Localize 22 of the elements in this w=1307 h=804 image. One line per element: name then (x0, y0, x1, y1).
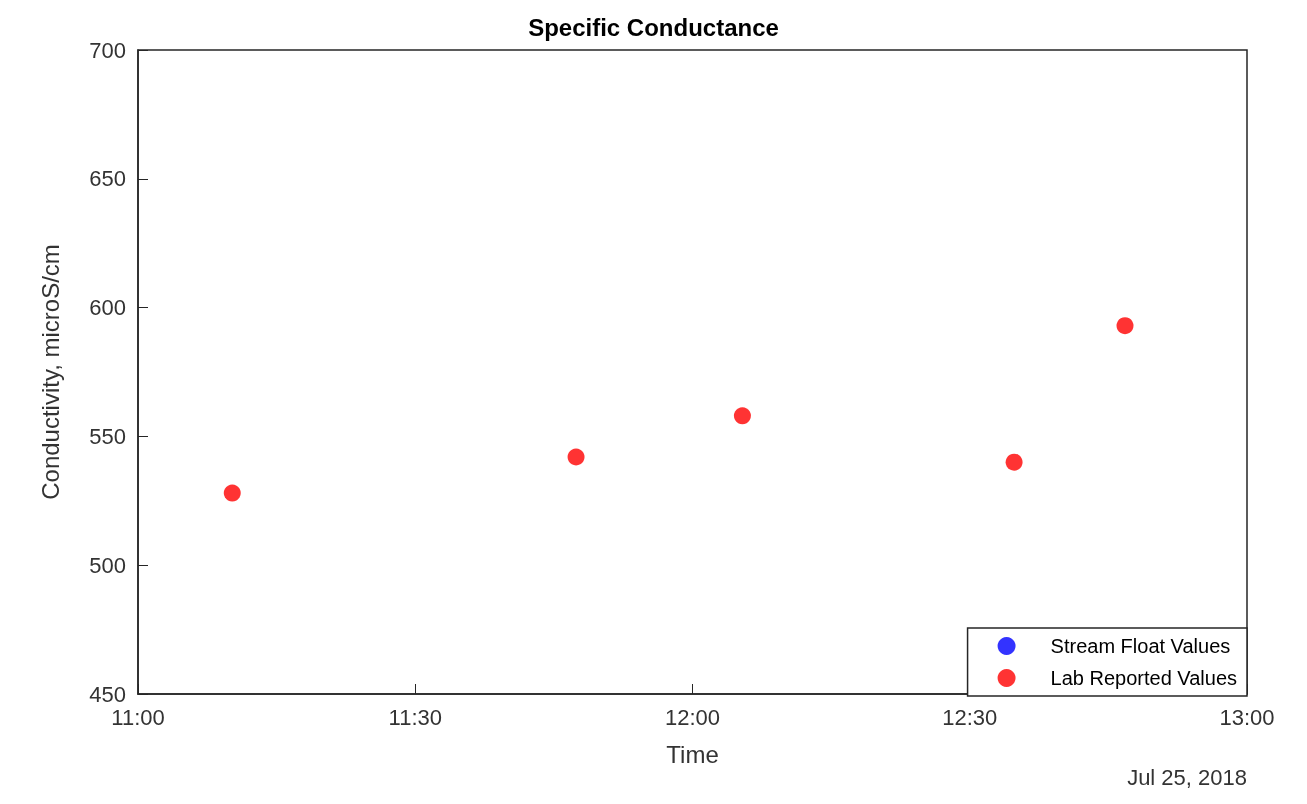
x-axis-title: Time (666, 740, 719, 768)
y-axis-title: Conductivity, microS/cm (36, 244, 64, 500)
chart-title: Specific Conductance (528, 13, 779, 41)
y-tick-label: 600 (89, 295, 126, 321)
point (1116, 317, 1134, 335)
y-tick-label: 500 (89, 552, 126, 578)
point (1005, 453, 1023, 471)
y-tick-label: 450 (89, 681, 126, 707)
legend-label: Stream Float Values (1050, 635, 1231, 657)
x-tick-label: 12:30 (942, 704, 998, 730)
y-tick-label: 650 (89, 166, 126, 192)
y-tick-label: 550 (89, 423, 126, 449)
text: Jul 25, 2018 (1127, 764, 1247, 790)
legend-label: Lab Reported Values (1050, 667, 1238, 689)
x-tick-label: 11:00 (111, 704, 165, 730)
x-tick-label: 11:30 (388, 704, 442, 730)
x-tick-label: 13:00 (1219, 704, 1275, 730)
point (567, 448, 585, 466)
x-tick-label: 12:00 (664, 704, 721, 730)
y-tick-label: 700 (89, 37, 126, 63)
point (733, 407, 751, 425)
point (223, 484, 241, 502)
